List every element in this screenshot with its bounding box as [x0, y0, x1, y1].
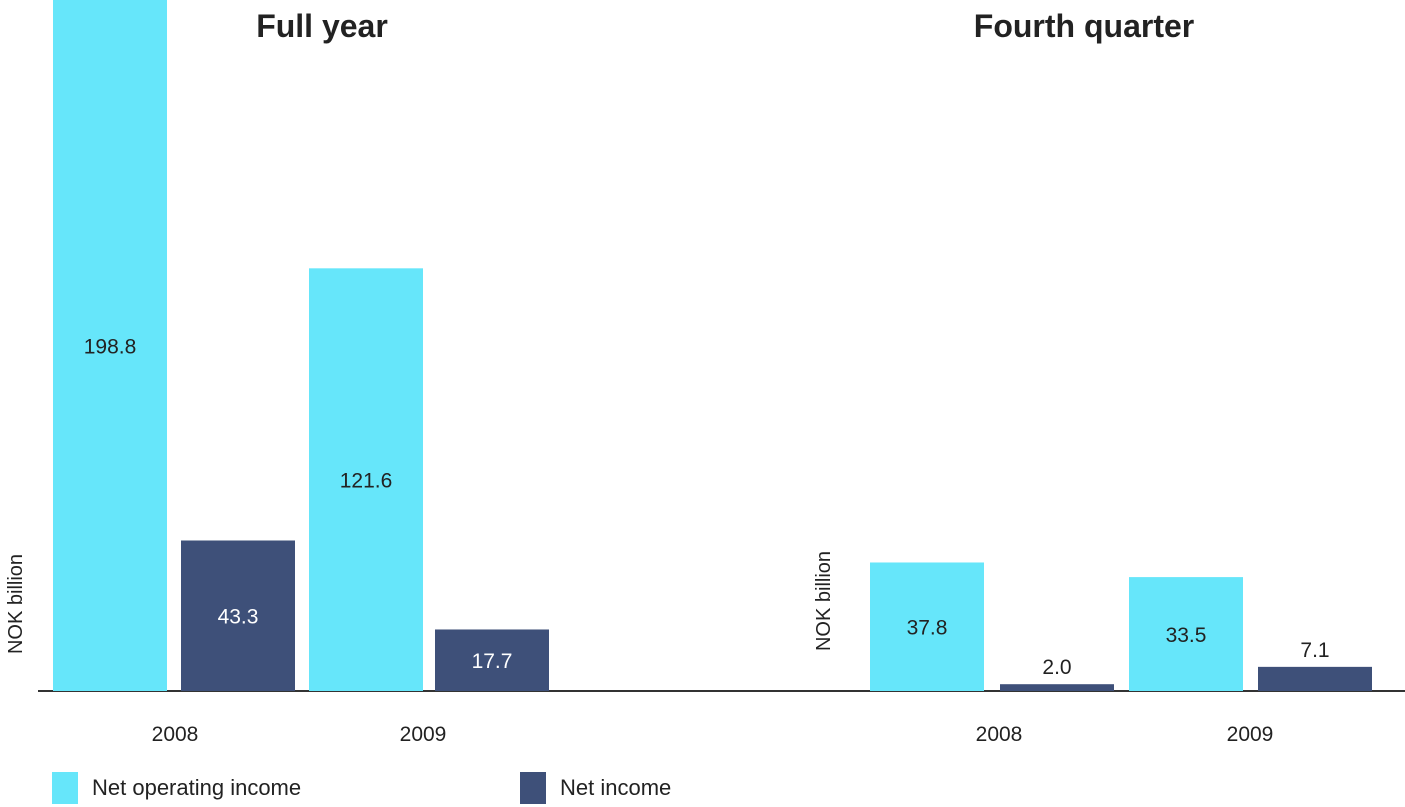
data-label-fourth-quarter-net-operating-income-2008: 37.8	[907, 617, 948, 640]
legend-item-net-income: Net income	[520, 770, 671, 806]
y-axis-label-fourth-quarter: NOK billion	[813, 551, 835, 651]
data-label-fourth-quarter-net-income-2008: 2.0	[1042, 656, 1071, 679]
bar-fourth-quarter-net-income-2009	[1258, 666, 1372, 691]
data-label-full-year-net-operating-income-2008: 198.8	[84, 335, 137, 358]
x-tick-full-year-2008: 2008	[152, 723, 199, 746]
legend-item-net-operating-income: Net operating income	[52, 770, 301, 806]
bar-chart: Full year NOK billion 198.8 121.6 43.3 17.7…	[5, 0, 1405, 746]
legend-label-net-operating-income: Net operating income	[92, 775, 302, 800]
chart-title-fourth-quarter: Fourth quarter	[974, 8, 1194, 44]
data-label-full-year-net-operating-income-2009: 121.6	[340, 470, 393, 493]
x-tick-fourth-quarter-2008: 2008	[976, 723, 1023, 746]
x-tick-full-year-2009: 2009	[400, 723, 447, 746]
bar-full-year-net-operating-income-2009	[309, 268, 423, 691]
chart-title-full-year: Full year	[256, 8, 388, 44]
legend-label-net-income: Net income	[560, 775, 672, 800]
bar-fourth-quarter-net-income-2008	[1000, 684, 1114, 691]
data-label-fourth-quarter-net-income-2009: 7.1	[1300, 639, 1329, 662]
legend-swatch-net-income	[520, 772, 546, 804]
data-label-full-year-net-income-2008: 43.3	[218, 606, 259, 629]
bar-full-year-net-operating-income-2008	[53, 0, 167, 692]
bar-full-year-net-income-2009	[435, 629, 549, 691]
x-tick-fourth-quarter-2009: 2009	[1227, 723, 1274, 746]
bar-fourth-quarter-net-operating-income-2009	[1129, 577, 1243, 691]
fourth-quarter-chart: Fourth quarter NOK billion 37.8 33.5 2.0 7.…	[813, 8, 1372, 746]
data-label-full-year-net-income-2009: 17.7	[472, 650, 513, 673]
bar-full-year-net-income-2008	[181, 540, 295, 691]
y-axis-label-full-year: NOK billion	[5, 554, 27, 654]
bar-fourth-quarter-net-operating-income-2008	[870, 562, 984, 691]
data-label-fourth-quarter-net-operating-income-2009: 33.5	[1166, 624, 1207, 647]
full-year-chart: Full year NOK billion 198.8 121.6 43.3 17.7…	[5, 0, 549, 746]
legend-swatch-net-operating-income	[52, 772, 78, 804]
